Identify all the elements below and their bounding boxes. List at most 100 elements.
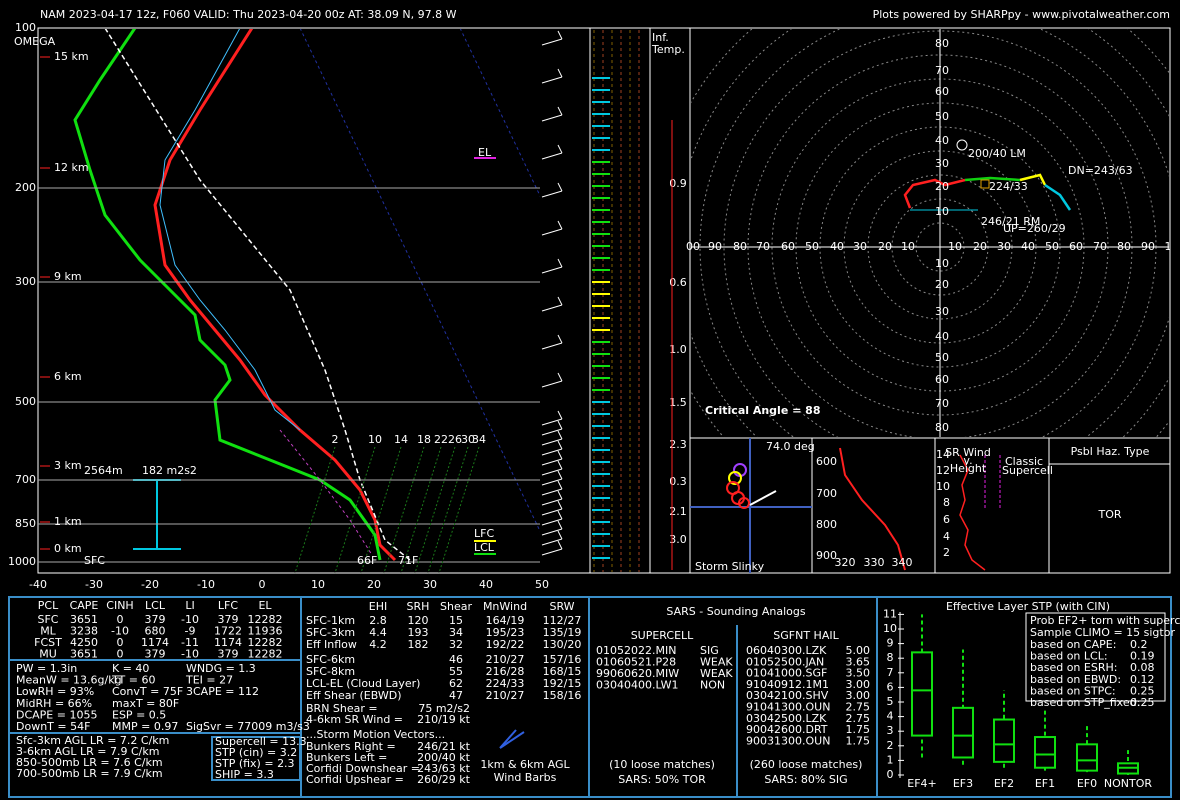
label: 4250 <box>70 636 98 649</box>
barb <box>541 468 563 476</box>
label: 5.00 <box>846 644 871 657</box>
omega-label: OMEGA <box>14 35 56 48</box>
label: 600 <box>816 455 837 468</box>
label: Sfc-3km AGL LR = 7.2 C/km <box>16 734 169 747</box>
ring-label: 60 <box>935 373 949 386</box>
label: Bunkers Left = <box>306 751 387 764</box>
ring-label: 60 <box>935 85 949 98</box>
barb <box>541 428 563 436</box>
label: MU <box>39 648 57 661</box>
label: 224/33 <box>989 180 1028 193</box>
label: 03042100.SHV <box>746 689 829 702</box>
label: ConvT = 75F <box>112 685 183 698</box>
label: 2.8 <box>369 614 387 627</box>
barb <box>557 530 563 540</box>
label: Eff Inflow <box>306 638 357 651</box>
label: SARS: 50% TOR <box>618 773 706 786</box>
label: 0 <box>117 613 124 626</box>
temperature-label: 10 <box>311 578 325 591</box>
label: 11936 <box>248 625 283 638</box>
label: 1km & 6km AGL <box>480 758 570 771</box>
label: 99060620.MIW <box>596 667 679 680</box>
label: LowRH = 93% <box>16 685 94 698</box>
barb <box>541 418 563 426</box>
label: 130/20 <box>543 638 582 651</box>
wind-barbs <box>541 30 563 556</box>
box <box>952 706 974 759</box>
label: SFC-8km <box>306 665 355 678</box>
label: 91041300.OUN <box>746 701 830 714</box>
barb <box>541 342 563 350</box>
label: 2 <box>943 546 950 559</box>
eff-srh-label: 182 m2s2 <box>142 464 197 477</box>
y-tick-label: 7 <box>887 666 894 679</box>
label: 0.25 <box>1130 684 1155 697</box>
label: 6 <box>943 513 950 526</box>
height-label: 15 km <box>54 50 89 63</box>
label: 01052022.MIN <box>596 644 676 657</box>
label: 200/40 kt <box>417 751 471 764</box>
barb-icon <box>499 729 525 749</box>
label: 210/19 kt <box>417 713 471 726</box>
label: 200/40 LM <box>968 147 1026 160</box>
ring-label: 70 <box>935 397 949 410</box>
label: 246/21 kt <box>417 740 471 753</box>
ring-label: 20 <box>935 278 949 291</box>
x-tick-label: EF3 <box>953 777 973 790</box>
label: Shear <box>440 600 472 613</box>
downdraft <box>279 429 373 556</box>
ring-label: 40 <box>1021 240 1035 253</box>
label: -9 <box>185 625 196 638</box>
label: 182 <box>408 638 429 651</box>
label: SUPERCELL <box>631 629 694 642</box>
label: 3651 <box>70 648 98 661</box>
box <box>1076 743 1098 772</box>
label: PCL <box>38 599 59 612</box>
mixing-ratio-label: 22 <box>434 433 448 446</box>
label: Height <box>950 462 987 475</box>
ring-label: 40 <box>935 134 949 147</box>
ring-label: 70 <box>1093 240 1107 253</box>
barb <box>541 438 563 446</box>
label: 01041000.SGF <box>746 667 827 680</box>
height-label: 1 km <box>54 515 82 528</box>
label: SRH <box>407 600 430 613</box>
label: ...Storm Motion Vectors... <box>306 728 445 741</box>
label: 260/29 kt <box>417 773 471 786</box>
label: 32 <box>449 638 463 651</box>
label: 700 <box>816 487 837 500</box>
label: CAPE <box>70 599 99 612</box>
label: SRW <box>549 600 574 613</box>
label: SARS - Sounding Analogs <box>666 605 805 618</box>
mixing-ratio-line <box>427 446 469 574</box>
height-label: 9 km <box>54 270 82 283</box>
label: 4 <box>943 530 950 543</box>
y-tick-label: 6 <box>887 680 894 693</box>
label: 1.75 <box>846 723 871 736</box>
label: FCST <box>34 636 62 649</box>
ring-label: 70 <box>756 240 770 253</box>
ring-label: 20 <box>935 180 949 193</box>
barb <box>557 68 563 78</box>
barb <box>557 410 563 420</box>
label: 157/16 <box>543 653 582 666</box>
label: TOR <box>1097 508 1121 521</box>
inflow-value: 0.9 <box>669 177 687 190</box>
temperature-trace <box>153 29 397 562</box>
label: Supercell <box>1002 464 1053 477</box>
height-label: 6 km <box>54 370 82 383</box>
ring-label: 00 <box>686 240 700 253</box>
barb <box>541 380 563 388</box>
barb <box>541 448 563 456</box>
label: 680 <box>145 625 166 638</box>
barb <box>541 76 563 84</box>
pressure-label: 1000 <box>8 555 36 568</box>
barb <box>557 510 563 520</box>
label: 900 <box>816 549 837 562</box>
label: SARS: 80% SIG <box>764 773 847 786</box>
label: 210/27 <box>486 653 525 666</box>
label: Wind Barbs <box>494 771 557 784</box>
temperature-label: 20 <box>367 578 381 591</box>
label: 210/27 <box>486 689 525 702</box>
